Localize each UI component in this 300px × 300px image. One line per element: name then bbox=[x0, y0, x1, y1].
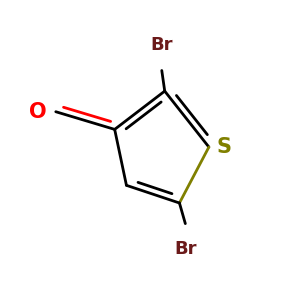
Text: O: O bbox=[29, 102, 47, 122]
Text: Br: Br bbox=[174, 240, 197, 258]
Text: S: S bbox=[216, 137, 231, 157]
Text: Br: Br bbox=[151, 36, 173, 54]
